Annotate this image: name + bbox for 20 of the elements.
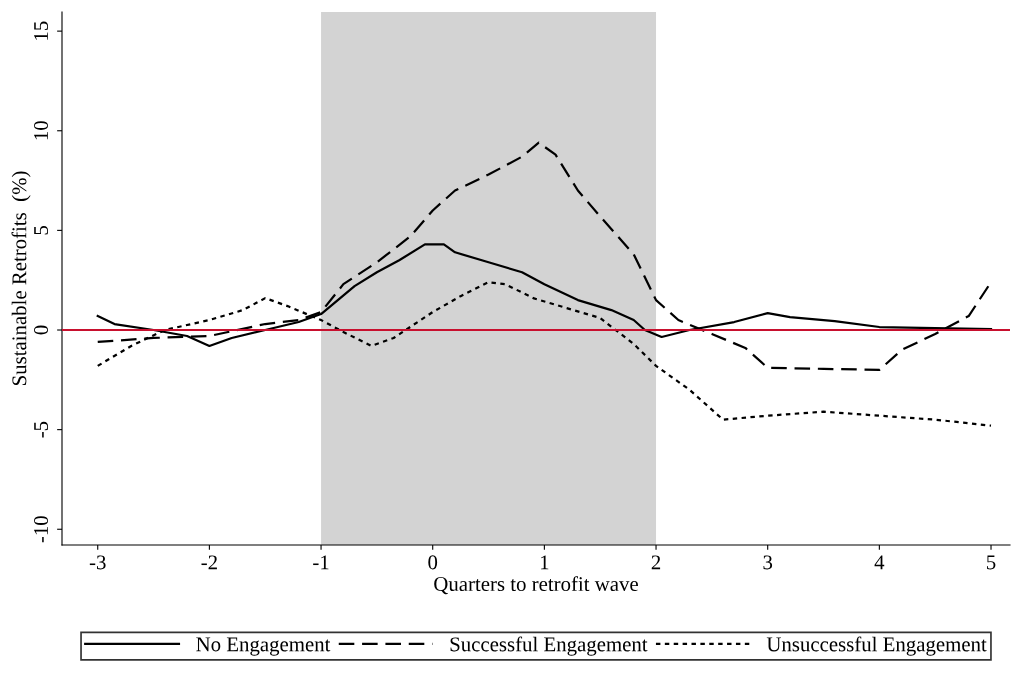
y-tick-label: -5 (34, 421, 49, 438)
x-tick-label: 4 (874, 555, 885, 570)
y-tick-label: 5 (34, 225, 49, 235)
y-tick-label: 15 (34, 21, 49, 40)
y-tick-label: 0 (33, 325, 49, 335)
x-tick-label: 3 (763, 555, 773, 570)
x-tick-label: 1 (541, 555, 549, 570)
legend-label: Unsuccessful Engagement (766, 636, 987, 656)
x-tick-label: -3 (89, 555, 106, 570)
x-tick-label: -1 (313, 555, 329, 570)
x-tick-label: 2 (651, 555, 661, 570)
y-tick-label: -10 (33, 516, 49, 543)
x-tick-label: -2 (201, 555, 217, 570)
y-tick-label: 10 (33, 121, 49, 140)
x-axis-title: Quarters to retrofit wave (434, 576, 638, 595)
legend-label: Successful Engagement (450, 636, 648, 656)
x-tick-label: 0 (428, 555, 438, 570)
y-axis-title: Sustainable Retrofits (%) (11, 171, 31, 386)
legend-label: No Engagement (196, 637, 331, 656)
x-tick-label: 5 (987, 555, 996, 570)
